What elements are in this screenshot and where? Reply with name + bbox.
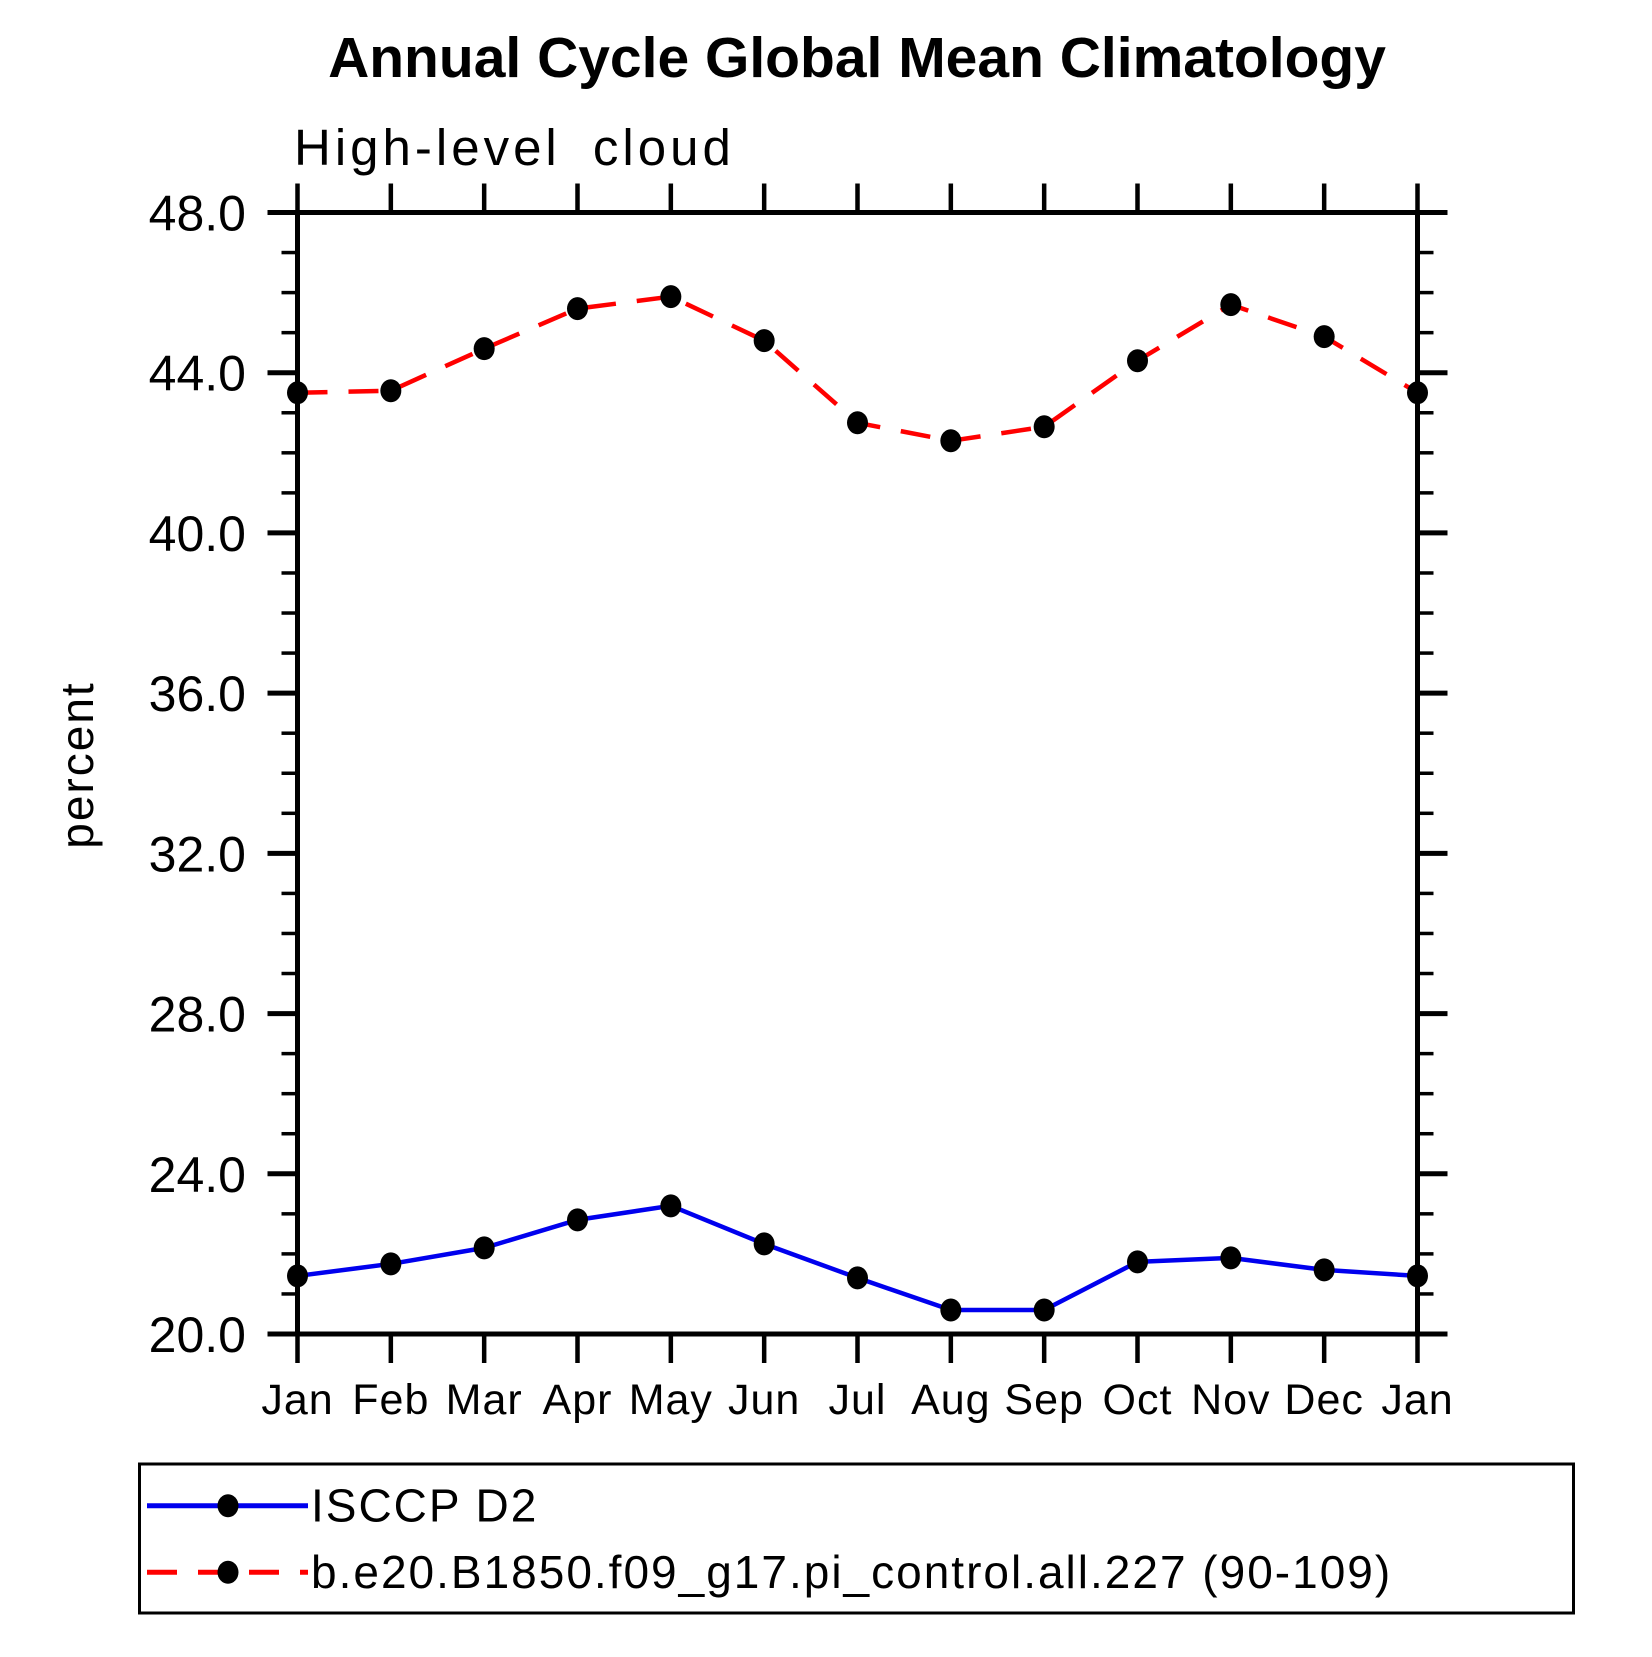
series-line-solid xyxy=(297,1203,1418,1313)
legend-label: b.e20.B1850.f09_g17.pi_control.all.227 (… xyxy=(311,1546,1392,1598)
legend-marker-dot xyxy=(217,1494,239,1518)
x-tick-label: Nov xyxy=(1191,1376,1270,1424)
x-tick-label: Apr xyxy=(543,1376,613,1424)
y-tick-label: 28.0 xyxy=(149,987,246,1043)
x-tick-label: Mar xyxy=(446,1376,523,1424)
data-point xyxy=(1220,293,1242,317)
data-point xyxy=(1313,325,1335,349)
data-point xyxy=(1033,1298,1055,1322)
data-point xyxy=(1407,1264,1428,1288)
x-tick-label: Jan xyxy=(1381,1376,1453,1424)
x-tick-label: Sep xyxy=(1004,1376,1084,1424)
y-tick-label: 48.0 xyxy=(149,186,246,242)
x-tick-label: Jun xyxy=(728,1376,800,1424)
x-tick-label: Aug xyxy=(911,1376,991,1424)
x-tick-label: Oct xyxy=(1103,1376,1173,1424)
x-tick-label: Feb xyxy=(352,1376,429,1424)
legend-border xyxy=(138,1462,1575,1615)
x-tick-label: May xyxy=(629,1376,713,1424)
data-point xyxy=(380,1252,402,1276)
data-point xyxy=(753,329,775,353)
data-point xyxy=(473,1236,495,1260)
y-tick-label: 24.0 xyxy=(149,1147,246,1203)
data-point xyxy=(1313,1258,1335,1282)
data-point xyxy=(287,381,308,405)
data-point xyxy=(567,1208,588,1232)
x-tick-label: Jul xyxy=(829,1376,887,1424)
data-point xyxy=(847,411,868,435)
data-point xyxy=(940,429,962,453)
data-point xyxy=(380,379,402,403)
data-point xyxy=(660,1194,682,1218)
data-point xyxy=(1127,1250,1148,1274)
data-point xyxy=(1407,381,1428,405)
plot-frame xyxy=(295,210,1420,1337)
y-tick-label: 44.0 xyxy=(149,346,246,402)
legend-entry-isccp: ISCCP D2 xyxy=(147,1480,538,1532)
data-point xyxy=(1220,1246,1242,1270)
data-point xyxy=(1033,415,1055,439)
data-point xyxy=(940,1298,962,1322)
legend-entry-model: b.e20.B1850.f09_g17.pi_control.all.227 (… xyxy=(147,1546,1392,1598)
legend-box: ISCCP D2 b.e20.B1850.f09_g17.pi_control.… xyxy=(138,1462,1575,1615)
y-axis-label: percent xyxy=(51,681,103,848)
data-point xyxy=(1127,349,1148,373)
legend-marker-dot xyxy=(217,1560,239,1584)
data-point xyxy=(753,1232,775,1256)
y-tick-label: 32.0 xyxy=(149,826,246,882)
y-tick-label: 20.0 xyxy=(149,1307,246,1363)
chart-title: Annual Cycle Global Mean Climatology xyxy=(328,26,1386,90)
y-tick-label: 36.0 xyxy=(149,666,246,722)
legend-label: ISCCP D2 xyxy=(311,1480,538,1532)
data-point xyxy=(473,337,495,361)
x-tick-label: Jan xyxy=(261,1376,333,1424)
data-point xyxy=(847,1266,868,1290)
plot-area: 20.0 24.0 28.0 32.0 36.0 40.0 44.0 48.0 Jan Feb Ma… xyxy=(149,183,1453,1424)
y-tick-label: 40.0 xyxy=(149,506,246,562)
x-tick-label: Dec xyxy=(1284,1376,1363,1424)
data-point xyxy=(567,297,588,321)
chart-subtitle: High-level cloud xyxy=(294,119,735,176)
data-point xyxy=(660,285,682,309)
data-point xyxy=(287,1264,308,1288)
